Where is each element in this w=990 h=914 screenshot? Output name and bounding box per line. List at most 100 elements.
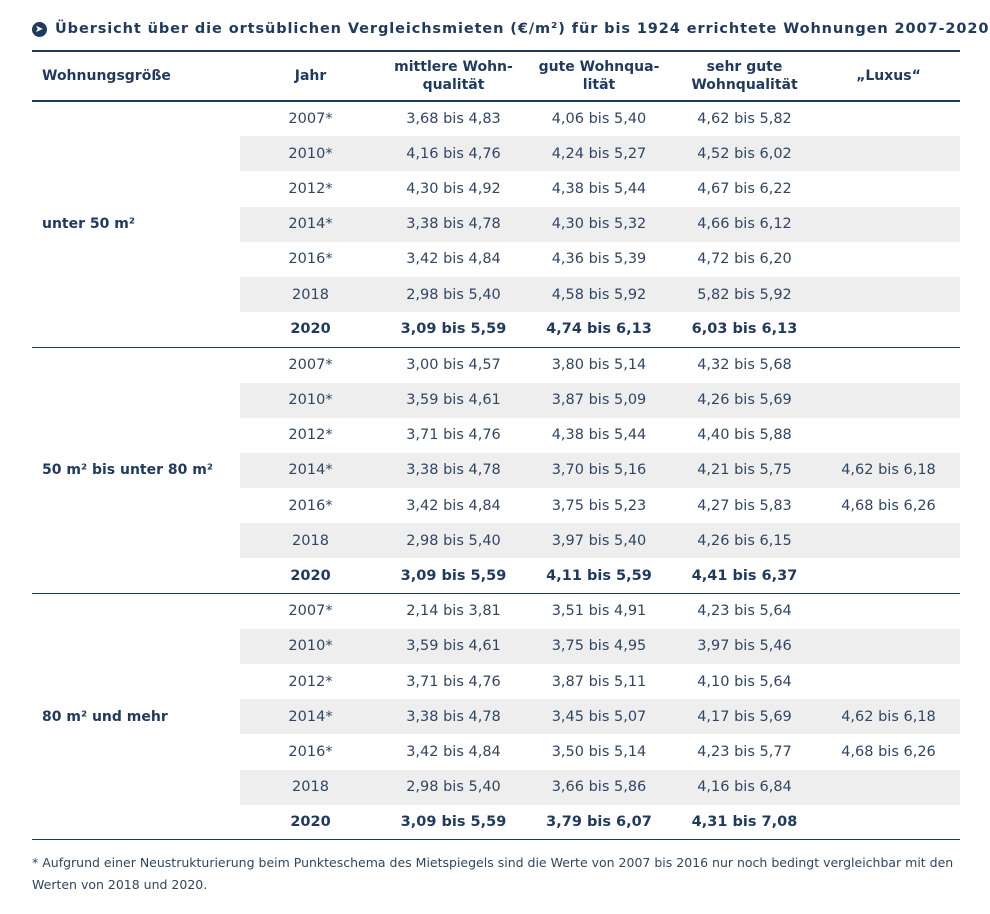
- table-row: 2014* 3,38 bis 4,78 3,45 bis 5,07 4,17 bis …: [32, 699, 960, 735]
- cell-jahr: 2020: [240, 312, 381, 348]
- header-wohnungsgroesse: Wohnungsgröße: [32, 50, 240, 102]
- header-row: Wohnungsgröße Jahr mittlere Wohn-qualitä…: [32, 50, 960, 102]
- cell-gute-qualitaet: 3,70 bis 5,16: [526, 452, 672, 489]
- cell-jahr: 2010*: [240, 382, 381, 418]
- cell-mittlere-qualitaet: 3,42 bis 4,84: [406, 251, 501, 268]
- cell-luxus: [817, 769, 960, 805]
- table-row: 2010* 4,16 bis 4,76 4,24 bis 5,27 4,52 bis …: [32, 136, 960, 172]
- cell-gute-qualitaet: 3,45 bis 5,07: [526, 699, 672, 735]
- cell-sehr-gute-qualitaet: 4,10 bis 5,64: [697, 673, 792, 690]
- cell-sehr-gute-qualitaet: 4,26 bis 5,69: [672, 382, 817, 418]
- cell-jahr: 2014*: [240, 452, 381, 489]
- cell-sehr-gute-qualitaet: 4,16 bis 6,84: [672, 769, 817, 805]
- table-row: 2018 2,98 bis 5,40 4,58 bis 5,92 5,82 bis 5…: [32, 276, 960, 313]
- rent-table-container: Wohnungsgröße Jahr mittlere Wohn-qualitä…: [32, 50, 960, 841]
- cell-mittlere-qualitaet: 3,59 bis 4,61: [381, 628, 526, 664]
- cell-luxus: [817, 242, 960, 277]
- header-luxus: „Luxus“: [817, 50, 960, 102]
- table-row: 80 m² und mehr 2007* 2,14 bis 3,81 3,51 bis…: [32, 593, 960, 841]
- cell-mittlere-qualitaet: 3,68 bis 4,83: [406, 111, 501, 128]
- cell-luxus: [817, 276, 960, 313]
- page-title: ➤ Übersicht über die ortsüblichen Vergle…: [32, 16, 988, 42]
- cell-sehr-gute-qualitaet: 4,23 bis 5,64: [697, 603, 792, 620]
- cell-mittlere-qualitaet: 3,00 bis 4,57: [406, 357, 501, 374]
- table-group: unter 50 m² 2007* 3,68 bis 4,83 4,06 bis 5,…: [32, 101, 960, 348]
- table-row: 2010* 3,59 bis 4,61 3,87 bis 5,09 4,26 bis …: [32, 382, 960, 418]
- cell-jahr: 2016*: [288, 743, 333, 760]
- cell-luxus: [817, 558, 960, 595]
- cell-mittlere-qualitaet: 2,98 bis 5,40: [381, 276, 526, 313]
- cell-gute-qualitaet: 3,87 bis 5,09: [526, 382, 672, 418]
- footnote: * Aufgrund einer Neustrukturierung beim …: [32, 855, 954, 892]
- header-gute-qualitaet: gute Wohnqua-lität: [526, 50, 672, 102]
- table-row: 50 m² bis unter 80 m² 2007* 3,00 bis 4,57 3…: [32, 347, 960, 595]
- cell-gute-qualitaet: 3,87 bis 5,11: [551, 673, 647, 690]
- cell-luxus: [817, 523, 960, 559]
- cell-mittlere-qualitaet: 4,16 bis 4,76: [381, 136, 526, 172]
- rent-table: Wohnungsgröße Jahr mittlere Wohn-qualitä…: [32, 50, 960, 841]
- table-row: 2016* 3,42 bis 4,84 3,75 bis 5,23 4,27 bis …: [32, 488, 960, 523]
- cell-mittlere-qualitaet: 2,98 bis 5,40: [381, 523, 526, 559]
- table-row: 2018 2,98 bis 5,40 3,97 bis 5,40 4,26 bis 6…: [32, 523, 960, 559]
- cell-sehr-gute-qualitaet: 4,72 bis 6,20: [697, 251, 792, 268]
- cell-sehr-gute-qualitaet: 4,21 bis 5,75: [672, 452, 817, 489]
- table-row: 2012* 3,71 bis 4,76 4,38 bis 5,44 4,40 bis …: [32, 418, 960, 453]
- cell-sehr-gute-qualitaet: 4,52 bis 6,02: [672, 136, 817, 172]
- table-row: 2014* 3,38 bis 4,78 4,30 bis 5,32 4,66 bis …: [32, 206, 960, 242]
- cell-luxus: 4,62 bis 6,18: [817, 699, 960, 735]
- cell-luxus: [817, 804, 960, 841]
- cell-gute-qualitaet: 4,11 bis 5,59: [526, 558, 672, 595]
- table-row: 2010* 3,59 bis 4,61 3,75 bis 4,95 3,97 bis …: [32, 628, 960, 664]
- cell-luxus: [817, 347, 960, 382]
- cell-luxus: [817, 171, 960, 206]
- cell-jahr: 2012*: [288, 427, 333, 444]
- cell-gute-qualitaet: 3,66 bis 5,86: [526, 769, 672, 805]
- cell-luxus: [817, 136, 960, 172]
- cell-gute-qualitaet: 4,24 bis 5,27: [526, 136, 672, 172]
- cell-jahr: 2014*: [240, 699, 381, 735]
- cell-gute-qualitaet: 3,79 bis 6,07: [526, 804, 672, 841]
- table-row: 2020 3,09 bis 5,59 4,11 bis 5,59 4,41 bis 6…: [32, 558, 960, 595]
- cell-gute-qualitaet: 4,38 bis 5,44: [551, 180, 647, 197]
- cell-jahr: 2010*: [240, 136, 381, 172]
- cell-sehr-gute-qualitaet: 3,97 bis 5,46: [672, 628, 817, 664]
- cell-mittlere-qualitaet: 3,38 bis 4,78: [381, 452, 526, 489]
- cell-mittlere-qualitaet: 4,30 bis 4,92: [406, 180, 501, 197]
- cell-sehr-gute-qualitaet: 4,62 bis 5,82: [697, 111, 792, 128]
- cell-luxus: [817, 312, 960, 348]
- cell-sehr-gute-qualitaet: 4,32 bis 5,68: [697, 357, 792, 374]
- cell-luxus: 4,68 bis 6,26: [841, 497, 936, 514]
- cell-luxus: 4,62 bis 6,18: [817, 452, 960, 489]
- cell-mittlere-qualitaet: 3,09 bis 5,59: [381, 312, 526, 348]
- cell-jahr: 2018: [240, 276, 381, 313]
- group-label: 50 m² bis unter 80 m²: [32, 347, 240, 595]
- cell-sehr-gute-qualitaet: 4,66 bis 6,12: [672, 206, 817, 242]
- cell-luxus: [817, 628, 960, 664]
- cell-jahr: 2016*: [288, 497, 333, 514]
- cell-luxus: [817, 101, 960, 136]
- cell-sehr-gute-qualitaet: 4,40 bis 5,88: [697, 427, 792, 444]
- table-row: 2016* 3,42 bis 4,84 3,50 bis 5,14 4,23 bis …: [32, 734, 960, 769]
- cell-mittlere-qualitaet: 3,09 bis 5,59: [381, 804, 526, 841]
- cell-jahr: 2018: [240, 769, 381, 805]
- cell-jahr: 2012*: [288, 180, 333, 197]
- cell-mittlere-qualitaet: 2,14 bis 3,81: [406, 603, 501, 620]
- cell-mittlere-qualitaet: 3,42 bis 4,84: [406, 743, 501, 760]
- header-mittlere-qualitaet: mittlere Wohn-qualität: [381, 50, 526, 102]
- cell-jahr: 2014*: [240, 206, 381, 242]
- table-row: 2020 3,09 bis 5,59 3,79 bis 6,07 4,31 bis 7…: [32, 804, 960, 841]
- cell-mittlere-qualitaet: 3,09 bis 5,59: [381, 558, 526, 595]
- cell-gute-qualitaet: 3,75 bis 5,23: [551, 497, 647, 514]
- cell-jahr: 2007*: [288, 111, 333, 128]
- circle-arrow-right-icon: ➤: [32, 21, 47, 37]
- cell-jahr: 2020: [240, 558, 381, 595]
- cell-mittlere-qualitaet: 3,71 bis 4,76: [406, 427, 501, 444]
- table-group: 50 m² bis unter 80 m² 2007* 3,00 bis 4,57 3…: [32, 347, 960, 595]
- cell-gute-qualitaet: 4,58 bis 5,92: [526, 276, 672, 313]
- cell-gute-qualitaet: 4,06 bis 5,40: [551, 111, 647, 128]
- cell-gute-qualitaet: 4,30 bis 5,32: [526, 206, 672, 242]
- header-jahr: Jahr: [240, 50, 381, 102]
- cell-sehr-gute-qualitaet: 4,17 bis 5,69: [672, 699, 817, 735]
- cell-jahr: 2018: [240, 523, 381, 559]
- cell-luxus: [817, 664, 960, 699]
